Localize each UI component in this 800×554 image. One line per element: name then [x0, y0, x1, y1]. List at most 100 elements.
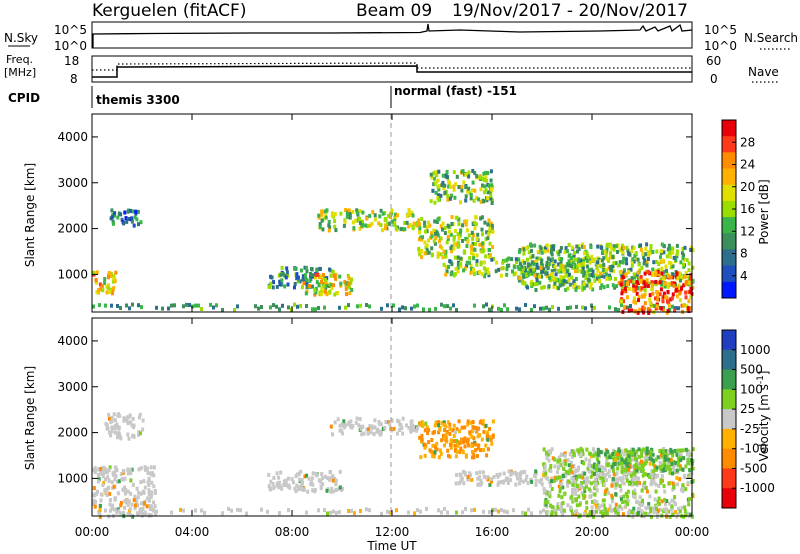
data-cell [296, 275, 300, 280]
data-cell [381, 228, 384, 233]
data-cell [455, 308, 458, 312]
data-cell [461, 449, 465, 454]
data-cell [556, 505, 560, 510]
data-cell [300, 268, 303, 273]
data-cell [676, 456, 680, 461]
data-cell [654, 482, 658, 487]
data-cell [113, 211, 117, 216]
data-cell [484, 423, 488, 428]
data-cell [574, 257, 577, 262]
data-cell [593, 450, 596, 455]
data-cell [416, 426, 419, 431]
data-cell [406, 212, 410, 217]
data-cell [554, 475, 558, 480]
data-cell [443, 190, 447, 195]
data-cell [677, 459, 681, 464]
data-cell [661, 449, 665, 454]
data-cell [597, 506, 601, 511]
data-cell [655, 290, 659, 294]
data-cell [637, 295, 641, 299]
data-cell [113, 477, 117, 482]
data-cell [498, 472, 502, 477]
data-cell [407, 224, 411, 229]
data-cell [614, 244, 618, 249]
data-cell [561, 501, 565, 505]
data-cell [666, 247, 670, 252]
data-cell [621, 288, 624, 293]
cpid-row: CPID themis 3300 normal (fast) -151 [8, 84, 517, 108]
data-cell [503, 509, 506, 514]
data-cell [102, 468, 105, 473]
data-cell [445, 269, 449, 274]
data-cell [660, 474, 664, 479]
data-cell [667, 260, 671, 265]
data-cell [409, 421, 413, 426]
data-cell [652, 480, 656, 485]
data-cell [379, 432, 383, 437]
data-cell [648, 297, 652, 302]
data-cell [648, 301, 652, 306]
data-cell [275, 471, 279, 476]
data-cell [450, 193, 453, 198]
data-cell [671, 453, 675, 458]
data-cell [574, 287, 578, 292]
data-cell [130, 423, 134, 428]
data-cell [419, 235, 423, 240]
data-cell [664, 264, 668, 269]
data-cell [481, 232, 484, 237]
data-cell [661, 468, 665, 473]
data-cell [632, 511, 636, 516]
data-cell [624, 491, 628, 496]
data-cell [691, 447, 695, 452]
data-cell [519, 477, 523, 482]
data-cell [627, 471, 630, 476]
data-cell [100, 492, 104, 497]
data-cell [101, 474, 105, 479]
data-cell [663, 284, 667, 289]
data-cell [456, 262, 460, 266]
data-cell [423, 442, 427, 447]
data-cell [671, 250, 675, 255]
data-cell [482, 430, 486, 434]
data-cell [358, 209, 362, 214]
data-cell [656, 508, 660, 513]
data-cell [457, 419, 461, 424]
data-cell [556, 502, 560, 506]
data-cell [361, 219, 364, 224]
data-cell [396, 418, 399, 423]
data-cell [477, 426, 481, 431]
data-cell [560, 482, 564, 487]
data-cell [107, 412, 111, 417]
data-cell [316, 272, 320, 277]
data-cell [407, 425, 411, 430]
data-cell [614, 458, 618, 462]
data-cell [491, 245, 495, 249]
nsky-right-tick-bottom: 10^0 [704, 39, 737, 53]
data-cell [557, 252, 561, 257]
data-cell [654, 268, 658, 273]
data-cell [418, 252, 422, 257]
data-cell [418, 230, 421, 235]
data-cell [365, 427, 369, 432]
data-cell [122, 487, 126, 492]
data-cell [269, 305, 272, 310]
data-cell [441, 180, 445, 185]
data-cell [572, 449, 576, 454]
data-cell [648, 474, 651, 479]
data-cell [297, 278, 300, 283]
data-cell [522, 274, 526, 279]
data-cell [342, 423, 345, 428]
data-cell [141, 489, 145, 494]
data-cell [147, 478, 151, 482]
data-cell [440, 510, 443, 515]
data-cell [284, 483, 288, 488]
data-cell [546, 510, 550, 515]
data-cell [439, 193, 443, 198]
data-cell [133, 506, 137, 511]
data-cell [505, 267, 509, 272]
velocity-cbar-label-tail: ] [757, 371, 771, 376]
data-cell [649, 244, 653, 248]
data-cell [328, 477, 332, 482]
data-cell [92, 486, 96, 491]
